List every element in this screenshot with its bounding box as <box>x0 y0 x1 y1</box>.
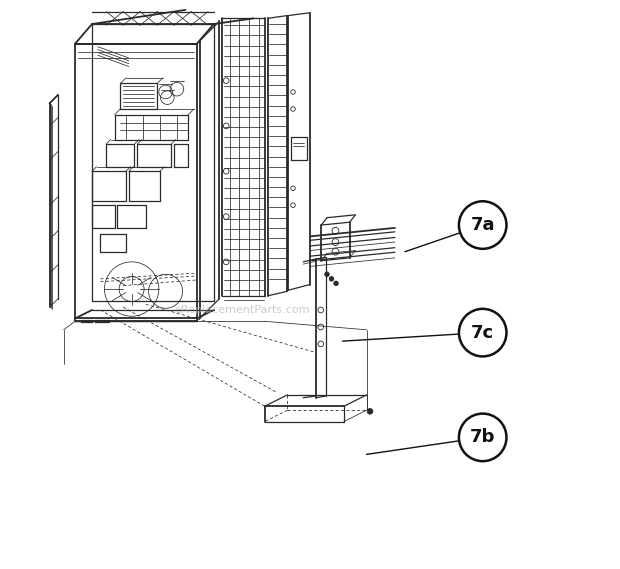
Circle shape <box>367 409 373 414</box>
Circle shape <box>334 281 339 286</box>
Circle shape <box>459 414 507 461</box>
Circle shape <box>329 277 334 281</box>
Text: eReplacementParts.com: eReplacementParts.com <box>174 305 310 315</box>
Text: 7b: 7b <box>470 428 495 446</box>
Text: 7a: 7a <box>471 216 495 234</box>
Circle shape <box>325 272 329 277</box>
Circle shape <box>459 201 507 249</box>
Text: 7c: 7c <box>471 324 494 341</box>
Circle shape <box>459 309 507 356</box>
